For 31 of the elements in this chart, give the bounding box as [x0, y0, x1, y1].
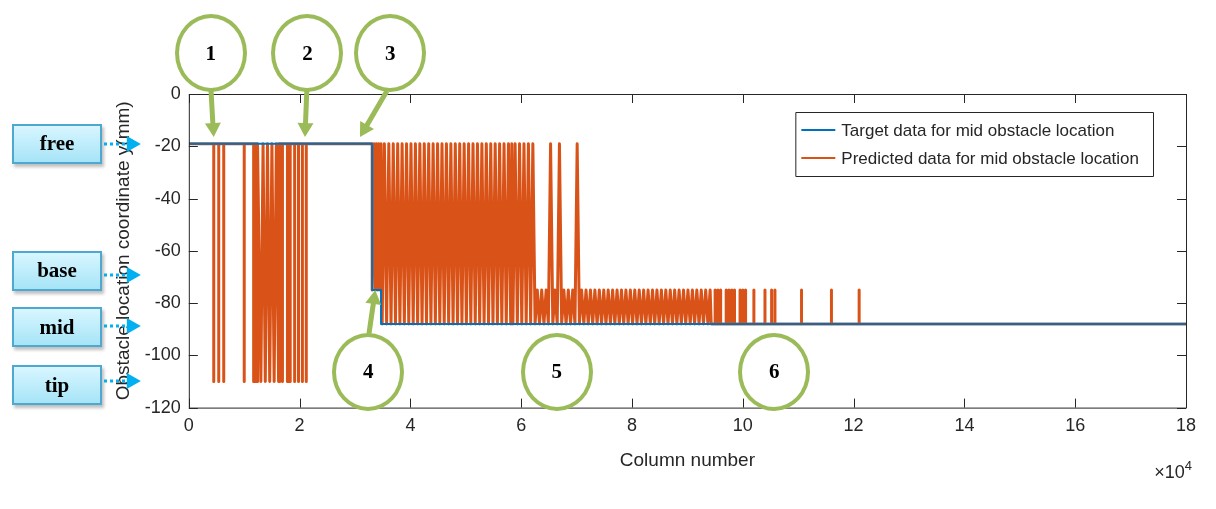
- y-tick-label: -20: [154, 135, 181, 156]
- annotation: 4: [363, 359, 374, 385]
- label-box: free: [12, 123, 102, 164]
- legend-label: Target data for mid obstacle location: [841, 120, 1115, 140]
- x-tick-label: 2: [294, 415, 305, 436]
- annotation: 6: [768, 359, 780, 385]
- y-tick-label: -80: [154, 292, 181, 313]
- circle-outline: 3: [354, 14, 427, 93]
- annotation: 5: [551, 359, 563, 385]
- circle-outline: 2: [271, 14, 344, 93]
- x-tick-label: 8: [627, 415, 638, 436]
- legend-label: Predicted data for mid obstacle location: [841, 148, 1140, 168]
- circle-outline: 4: [332, 332, 405, 411]
- x-tick-label: 10: [732, 415, 753, 436]
- circle-outline: 6: [738, 332, 811, 411]
- x-tick-label: 12: [843, 415, 864, 436]
- x-tick-label: 18: [1175, 415, 1197, 436]
- label-box: mid: [12, 307, 102, 348]
- y-tick-label: -100: [144, 344, 181, 365]
- y-tick-label: -40: [154, 187, 181, 208]
- label-box: tip: [12, 365, 102, 405]
- y-tick-label: -60: [154, 239, 181, 260]
- y-tick-label: -120: [144, 396, 181, 417]
- x-axis-title: Column number: [619, 448, 756, 470]
- x-tick-label: 4: [405, 415, 416, 436]
- label-box: base: [12, 250, 102, 291]
- x-tick-label: 6: [516, 415, 527, 436]
- x-tick-label: 14: [954, 415, 975, 436]
- x-tick-label: 16: [1065, 415, 1086, 436]
- x-tick-label: 0: [183, 415, 194, 436]
- circle-outline: 5: [520, 332, 593, 411]
